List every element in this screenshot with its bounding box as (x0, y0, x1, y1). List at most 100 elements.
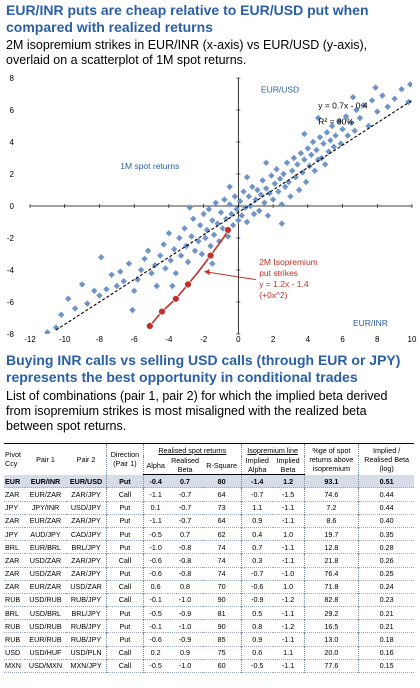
table-row: ZAR USD/ZAR ZAR/JPY Call -0.6 -0.8 74 0.3 -1.1 21… (4, 553, 414, 567)
scatter-point (342, 113, 350, 120)
alpha-cell: -0.5 (142, 606, 168, 620)
table-heading: Buying INR calls vs selling USD calls (t… (6, 352, 401, 385)
rsquare-cell: 73 (217, 503, 226, 513)
beta-ratio-cell: 0.51 (358, 474, 414, 488)
scatter-point (165, 230, 173, 237)
pivot-cell: ZAR (5, 569, 20, 579)
implied-alpha-cell: 0.5 (240, 606, 273, 620)
scatter-point (177, 252, 185, 259)
x-tick-label: -12 (24, 335, 36, 344)
scatter-point (103, 286, 110, 293)
implied-beta-cell: 1.1 (283, 648, 294, 658)
scatter-point (212, 199, 219, 206)
implied-alpha-cell: -0.9 (240, 593, 273, 607)
realised-beta-cell: 0.7 (180, 476, 191, 486)
scatter-point (231, 193, 239, 200)
direction-cell: Call (106, 553, 144, 567)
y-tick-label: -4 (7, 266, 15, 275)
alpha-cell: -0.4 (142, 474, 168, 488)
scatter-point (339, 126, 346, 133)
x-tick-label: -6 (131, 335, 139, 344)
scatter-point (141, 255, 148, 262)
pair2-cell: ZAR/JPY (71, 569, 101, 579)
beta-ratio-cell: 0.35 (358, 527, 414, 541)
beta-ratio-cell: 0.25 (358, 567, 414, 581)
header-implied-beta: Implied Beta (272, 456, 304, 476)
scatter-point (200, 210, 207, 218)
scatter-point (356, 114, 364, 122)
scatter-point (292, 174, 299, 181)
pair2-cell: RUB/JPY (70, 595, 102, 605)
isopremium-label-line: put strikes (259, 268, 298, 278)
header-implied-alpha: Implied Alpha (240, 456, 273, 476)
pivot-cell: BRL (5, 542, 19, 552)
rsquare-cell: 70 (217, 582, 226, 592)
beta-ratio-cell: 0.28 (358, 540, 414, 554)
scatter-point (44, 329, 51, 334)
scatter-point (217, 209, 225, 216)
scatter-point (169, 282, 176, 290)
rsquare-cell: 64 (217, 516, 226, 526)
pair1-cell: USD/RUB (29, 621, 62, 631)
x-tick-label: -4 (165, 335, 173, 344)
pair2-cell: USD/ZAR (70, 582, 102, 592)
scatter-point (176, 234, 183, 242)
alpha-cell: 0.2 (142, 646, 168, 660)
direction-cell: Put (106, 540, 144, 554)
combinations-table: Pivot Ccy Pair 1 Pair 2 Direction (Pair 1)… (4, 442, 414, 673)
direction-cell: Put (106, 632, 144, 647)
pair2-cell: USD/PLN (70, 648, 102, 658)
pct-above-cell: 12.8 (303, 540, 359, 554)
scatter-point (348, 119, 355, 126)
scatter-point (224, 233, 232, 240)
scatter-point (235, 217, 242, 224)
beta-ratio-cell: 0.44 (358, 487, 414, 502)
realised-beta-cell: -0.8 (178, 542, 192, 552)
header-rsquare: R-Square (202, 456, 242, 476)
pair2-cell: MXN/JPY (70, 661, 102, 671)
scatter-point (190, 215, 197, 222)
scatter-point (157, 252, 164, 259)
implied-alpha-cell: 0.4 (240, 527, 273, 541)
scatter-point (271, 180, 279, 187)
direction-cell: Call (106, 659, 144, 673)
realised-beta-cell: -0.7 (178, 503, 192, 513)
scatter-point (108, 271, 115, 278)
implied-beta-cell: -1.0 (281, 569, 295, 579)
y-tick-label: 6 (10, 106, 15, 115)
isopremium-point (146, 322, 154, 330)
scatter-point (332, 132, 339, 139)
implied-beta-cell: -1.1 (281, 516, 295, 526)
x-tick-label: 0 (236, 335, 241, 344)
header-realised-beta: Realised Beta (167, 456, 203, 476)
scatter-point (256, 207, 263, 214)
pct-above-cell: 19.7 (303, 527, 359, 541)
scatter-point (351, 127, 358, 134)
implied-alpha-cell: -0.7 (240, 567, 273, 581)
chart-labels: EUR/USD EUR/INR 1M spot returns y = 0.7x - … (120, 84, 388, 328)
table-row: JPY AUD/JPY CAD/JPY Put -0.5 0.7 62 0.4 1.0 19.7 0… (4, 527, 414, 541)
pct-above-cell: 76.4 (303, 567, 359, 581)
alpha-cell: 0.6 (142, 580, 168, 594)
chart-subtitle: 2M isopremium strikes in EUR/INR (x-axis… (6, 38, 368, 67)
scatter-point (209, 260, 216, 267)
pct-above-cell: 16.5 (303, 619, 359, 633)
pair1-cell: USD/HUF (29, 648, 62, 658)
regression-fit-line (55, 99, 413, 331)
table-row: RUB USD/RUB RUB/JPY Put -0.1 -1.0 90 0.8 -1.2 16.… (4, 619, 414, 633)
scatter-point (226, 201, 233, 208)
regression-r2: R² = 80% (318, 116, 354, 126)
implied-beta-cell: -1.2 (281, 595, 295, 605)
scatter-point (309, 138, 317, 146)
pair1-cell: EUR/ZAR (29, 516, 62, 526)
pct-above-cell: 71.8 (303, 580, 359, 594)
scatter-point (236, 198, 244, 205)
rsquare-cell: 62 (217, 529, 226, 539)
scatter-point (295, 186, 303, 194)
x-tick-label: 4 (306, 335, 311, 344)
realised-beta-cell: -1.0 (178, 661, 192, 671)
beta-ratio-cell: 0.24 (358, 580, 414, 594)
scatter-point (144, 247, 152, 254)
rsquare-cell: 90 (217, 621, 226, 631)
beta-ratio-cell: 0.16 (358, 646, 414, 660)
